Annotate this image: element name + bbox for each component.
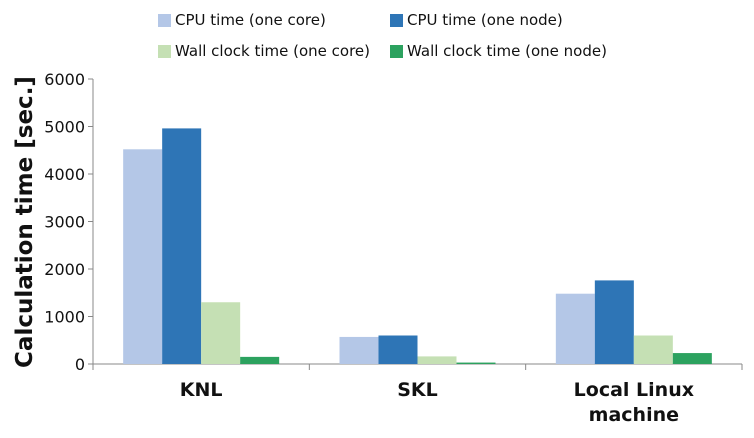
legend-label: CPU time (one node) xyxy=(407,11,563,29)
bar xyxy=(378,335,418,364)
bar xyxy=(594,280,634,364)
legend-label: Wall clock time (one node) xyxy=(407,42,607,60)
legend-label: Wall clock time (one core) xyxy=(175,42,370,60)
y-tick-label: 0 xyxy=(75,355,85,374)
x-category-label: SKL xyxy=(397,379,438,401)
bar xyxy=(339,336,379,364)
y-tick-label: 2000 xyxy=(44,260,85,279)
x-category-label: machine xyxy=(589,404,679,426)
y-tick-label: 5000 xyxy=(44,118,85,137)
legend-swatch xyxy=(390,14,403,27)
x-category-label: KNL xyxy=(180,379,223,401)
bar xyxy=(633,335,673,364)
bar xyxy=(555,293,595,364)
bar xyxy=(240,356,280,364)
bars xyxy=(123,128,712,364)
bar xyxy=(123,149,163,364)
y-tick-label: 1000 xyxy=(44,308,85,327)
legend-swatch xyxy=(158,14,171,27)
y-tick-label: 4000 xyxy=(44,165,85,184)
y-axis-title: Calculation time [sec.] xyxy=(12,76,38,368)
bar xyxy=(162,128,202,364)
x-category-label: Local Linux xyxy=(574,379,694,401)
legend-swatch xyxy=(390,45,403,58)
bar xyxy=(456,362,496,364)
bar xyxy=(201,302,241,364)
legend-swatch xyxy=(158,45,171,58)
legend: CPU time (one core) CPU time (one node) Wa… xyxy=(158,11,607,60)
y-tick-label: 3000 xyxy=(44,213,85,232)
bar xyxy=(417,356,457,364)
axes: 0 1000 2000 3000 4000 5000 6000 KNL SKL Local Lin… xyxy=(44,70,743,426)
y-tick-label: 6000 xyxy=(44,70,85,89)
bar xyxy=(672,353,712,364)
legend-label: CPU time (one core) xyxy=(175,11,326,29)
